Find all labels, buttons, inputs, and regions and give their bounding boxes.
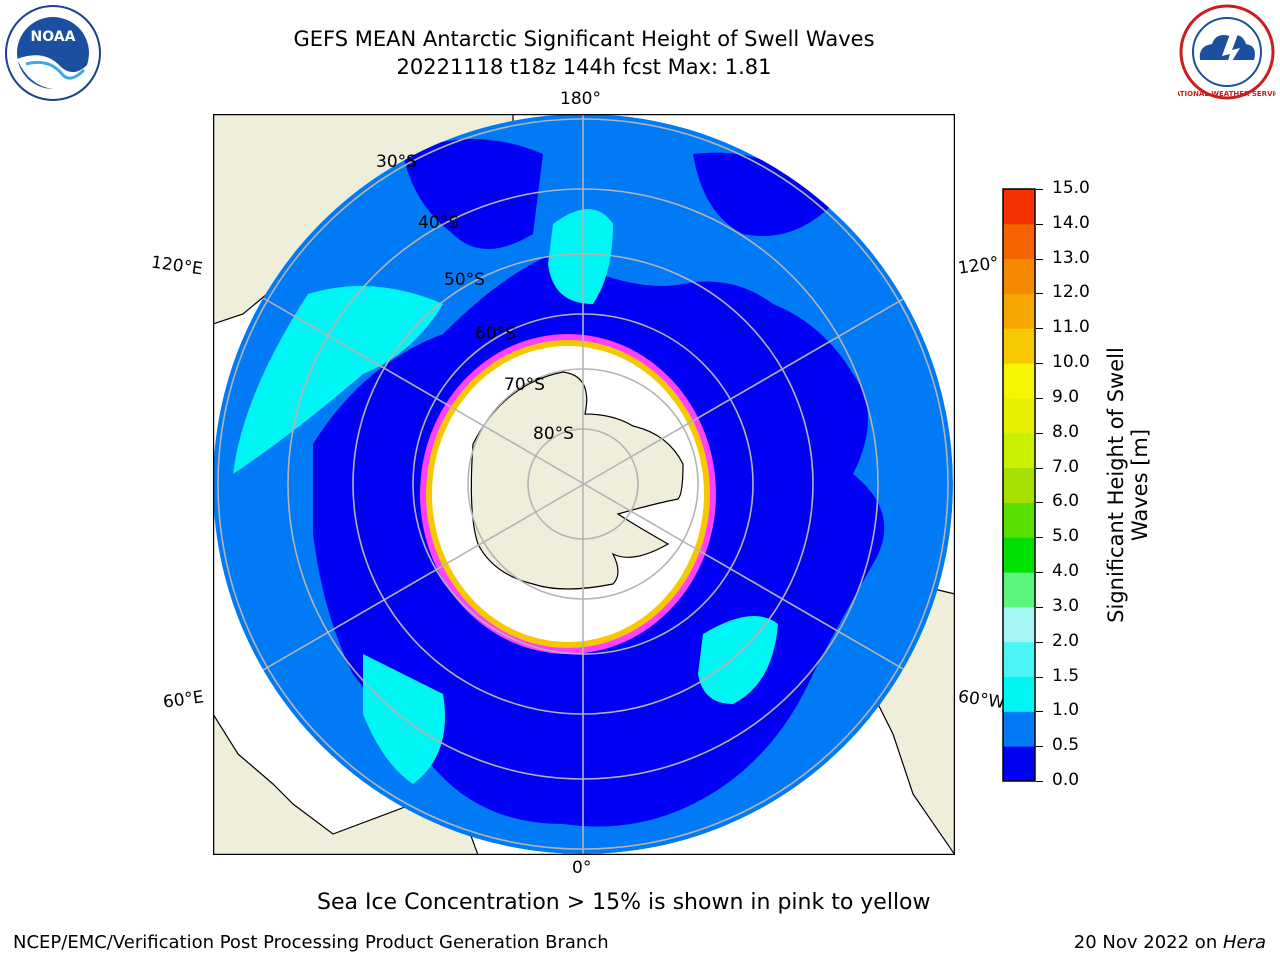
colorbar-swatch <box>1003 223 1035 260</box>
colorbar-tick-label: 4.0 <box>1052 561 1080 582</box>
latitude-label-80s: 80°S <box>533 424 574 444</box>
national-weather-service-logo: NATIONAL WEATHER SERVICE <box>1178 4 1276 100</box>
colorbar-tick-label: 12.0 <box>1052 282 1090 303</box>
colorbar-swatch <box>1003 432 1035 469</box>
colorbar-tick-mark <box>1036 363 1043 365</box>
colorbar-tick-mark <box>1036 258 1043 260</box>
colorbar-tick-mark <box>1036 676 1043 678</box>
footer-host: Hera <box>1222 932 1266 953</box>
noaa-logo: NOAA <box>5 5 101 101</box>
graticule <box>213 114 953 854</box>
nws-logo-text: NATIONAL WEATHER SERVICE <box>1178 90 1276 98</box>
colorbar-tick-label: 0.5 <box>1052 735 1080 756</box>
latitude-label-40s: 40°S <box>418 213 459 233</box>
colorbar-swatch <box>1003 258 1035 294</box>
colorbar-swatch <box>1003 641 1035 678</box>
colorbar-tick-label: 3.0 <box>1052 595 1080 616</box>
colorbar-tick-mark <box>1036 606 1043 608</box>
colorbar-swatch <box>1003 502 1035 538</box>
footer-left: NCEP/EMC/Verification Post Processing Pr… <box>13 932 609 953</box>
colorbar-tick-label: 0.0 <box>1052 770 1080 790</box>
colorbar-tick-label: 13.0 <box>1052 247 1090 268</box>
colorbar-swatch <box>1003 467 1035 503</box>
latitude-label-60s: 60°S <box>475 324 516 344</box>
colorbar-tick-label: 15.0 <box>1052 178 1090 198</box>
longitude-label-180: 180° <box>560 89 601 109</box>
colorbar-swatch <box>1003 363 1035 399</box>
colorbar-tick-label: 6.0 <box>1052 491 1080 512</box>
longitude-label-60w: 60°W <box>956 686 1007 714</box>
colorbar-tick-label: 1.5 <box>1052 665 1080 686</box>
chart-title: GEFS MEAN Antarctic Significant Height o… <box>293 27 875 51</box>
longitude-label-120w: 120° <box>956 253 1001 279</box>
colorbar-tick-mark <box>1036 432 1043 434</box>
colorbar-tick-label: 5.0 <box>1052 526 1080 547</box>
latitude-label-50s: 50°S <box>444 270 485 290</box>
colorbar <box>1002 188 1036 782</box>
colorbar-tick-label: 7.0 <box>1052 456 1080 477</box>
footer-date: 20 Nov 2022 on <box>1073 932 1223 953</box>
colorbar-tick-mark <box>1036 223 1043 225</box>
colorbar-tick-label: 8.0 <box>1052 421 1080 442</box>
latitude-label-70s: 70°S <box>504 375 545 395</box>
colorbar-tick-mark <box>1036 537 1043 539</box>
colorbar-tick-mark <box>1036 502 1043 504</box>
noaa-logo-text: NOAA <box>31 29 76 45</box>
colorbar-tick-label: 14.0 <box>1052 212 1090 233</box>
colorbar-swatch <box>1003 189 1035 225</box>
colorbar-swatch <box>1003 397 1035 434</box>
sea-ice-note: Sea Ice Concentration > 15% is shown in … <box>317 890 931 915</box>
colorbar-swatch <box>1003 328 1035 364</box>
colorbar-tick-mark <box>1036 397 1043 399</box>
footer-right: 20 Nov 2022 on Hera <box>1074 932 1266 953</box>
colorbar-tick-label: 11.0 <box>1052 317 1090 338</box>
longitude-label-0: 0° <box>572 858 592 878</box>
colorbar-swatch <box>1003 537 1035 573</box>
colorbar-tick-mark <box>1036 641 1043 643</box>
polar-map <box>213 114 955 855</box>
colorbar-tick-label: 10.0 <box>1052 352 1090 373</box>
colorbar-swatch <box>1003 676 1035 712</box>
colorbar-tick-label: 9.0 <box>1052 386 1080 407</box>
colorbar-tick-mark <box>1036 189 1043 190</box>
colorbar-tick-mark <box>1036 328 1043 330</box>
longitude-label-120e: 120°E <box>149 252 204 280</box>
colorbar-tick-mark <box>1036 711 1043 713</box>
colorbar-tick-mark <box>1036 293 1043 295</box>
colorbar-tick-mark <box>1036 572 1043 574</box>
chart-subtitle: 20221118 t18z 144h fcst Max: 1.81 <box>396 55 772 79</box>
colorbar-tick-mark <box>1036 781 1043 782</box>
colorbar-swatch <box>1003 746 1035 782</box>
colorbar-tick-mark <box>1036 746 1043 748</box>
colorbar-swatch <box>1003 572 1035 608</box>
colorbar-tick-label: 1.0 <box>1052 700 1080 721</box>
colorbar-swatch <box>1003 293 1035 329</box>
moderate-swell-patches <box>233 209 778 784</box>
colorbar-label: Significant Height of Swell Waves [m] <box>1104 347 1152 623</box>
colorbar-tick-mark <box>1036 467 1043 469</box>
longitude-label-60e: 60°E <box>161 687 206 713</box>
colorbar-tick-label: 2.0 <box>1052 630 1080 651</box>
colorbar-swatch <box>1003 606 1035 643</box>
latitude-label-30s: 30°S <box>376 152 417 172</box>
colorbar-swatch <box>1003 711 1035 747</box>
